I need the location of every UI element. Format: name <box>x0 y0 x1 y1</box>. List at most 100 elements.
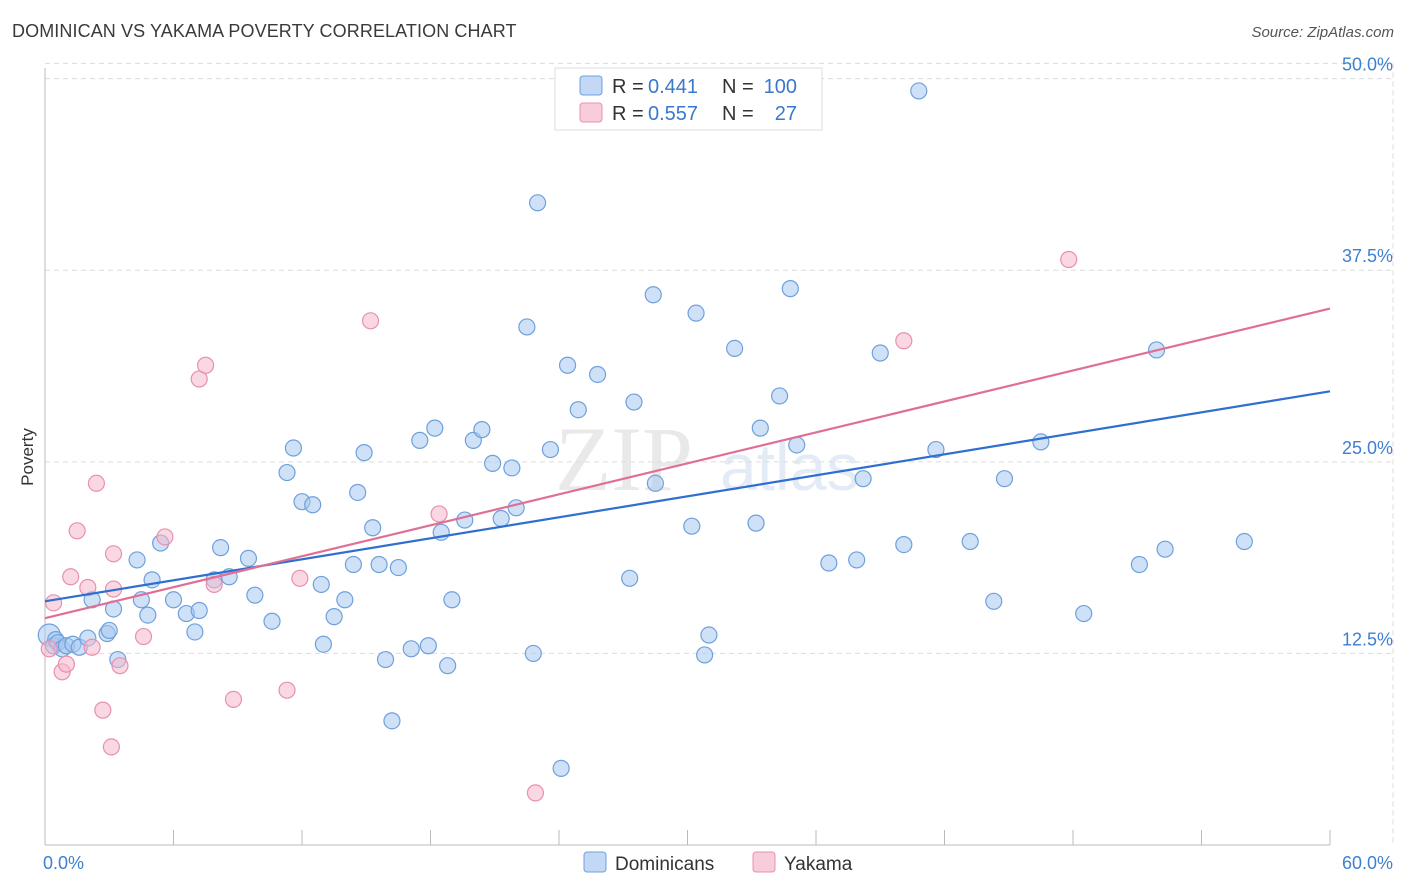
dominicans-point <box>411 431 429 449</box>
dominicans-point <box>1156 540 1174 558</box>
legend-n-label-dominicans: N = <box>722 76 754 98</box>
y-tick-label-2: 37.5% <box>1342 246 1393 266</box>
dominicans-point <box>186 623 204 641</box>
dominicans-point <box>364 519 382 537</box>
dominicans-point <box>518 318 536 336</box>
bottom-legend-label-dominicans: Dominicans <box>615 854 714 875</box>
yakama-point <box>361 312 380 330</box>
yakama-point <box>79 578 97 597</box>
yakama-point <box>44 594 63 612</box>
dominicans-point <box>770 387 789 405</box>
yakama-point <box>102 738 120 756</box>
legend-n-value-dominicans: 100 <box>764 76 797 98</box>
dominicans-point <box>473 421 491 439</box>
yakama-point <box>57 655 76 673</box>
dominicans-point <box>961 532 979 551</box>
y-tick-label-1: 25.0% <box>1342 438 1393 458</box>
dominicans-point <box>687 304 705 322</box>
y-axis-tick-labels: 12.5% 25.0% 37.5% 50.0% <box>1342 55 1393 650</box>
dominicans-point <box>644 286 662 304</box>
dominicans-point <box>239 549 258 567</box>
dominicans-point <box>528 194 547 212</box>
yakama-point <box>83 638 101 656</box>
dominicans-point <box>820 554 838 572</box>
watermark-zip: ZIP <box>555 408 693 510</box>
dominicans-point <box>588 365 607 384</box>
legend-swatch-yakama <box>579 102 603 123</box>
dominicans-point <box>164 591 183 609</box>
yakama-point <box>94 701 112 719</box>
yakama-point <box>111 657 129 675</box>
dominicans-point <box>456 511 474 529</box>
yakama-point <box>68 522 86 540</box>
yakama-point <box>156 528 174 546</box>
dominicans-point <box>439 657 457 675</box>
dominicans-point <box>419 637 437 655</box>
series-yakama <box>40 250 1078 802</box>
data-points <box>37 82 1253 802</box>
dominicans-point <box>541 440 560 459</box>
x-tick-label-1: 60.0% <box>1342 853 1393 873</box>
dominicans-point <box>1130 555 1148 574</box>
dominicans-point <box>402 640 420 658</box>
dominicans-point <box>426 419 444 437</box>
yakama-point <box>1060 250 1078 269</box>
dominicans-point <box>848 551 866 569</box>
dominicans-point <box>895 535 913 554</box>
yakama-point <box>895 332 913 350</box>
dominicans-point <box>278 463 296 482</box>
dominicans-point <box>139 606 157 624</box>
yakama-point <box>62 568 80 586</box>
legend-r-label-yakama: R = <box>612 103 644 125</box>
dominicans-point <box>355 444 373 462</box>
dominicans-point <box>212 539 230 557</box>
dominicans-point <box>100 621 118 640</box>
legend-swatch-dominicans <box>579 75 603 96</box>
dominicans-point <box>781 280 799 298</box>
yakama-point <box>87 474 106 492</box>
dominicans-point <box>263 612 281 630</box>
dominicans-point <box>246 586 264 604</box>
dominicans-point <box>552 759 570 777</box>
dominicans-point <box>985 592 1003 610</box>
y-axis-title: Poverty <box>18 428 37 486</box>
dominicans-point <box>344 555 362 574</box>
yakama-point <box>526 784 545 802</box>
dominicans-point <box>443 591 461 609</box>
dominicans-point <box>503 459 521 477</box>
gridlines <box>45 62 1394 845</box>
dominicans-point <box>751 419 769 437</box>
yakama-point <box>40 640 58 658</box>
yakama-trend-line <box>44 307 1331 620</box>
dominicans-point <box>325 608 343 626</box>
dominicans-point <box>747 514 765 532</box>
dominicans-point <box>726 339 744 358</box>
watermark: ZIP atlas <box>555 408 859 510</box>
yakama-point <box>291 569 309 587</box>
dominicans-point <box>995 470 1014 488</box>
series-legend: Dominicans Yakama <box>583 851 853 875</box>
dominicans-point <box>700 626 718 644</box>
bottom-legend-swatch-yakama <box>752 851 776 873</box>
dominicans-point <box>383 712 401 730</box>
dominicans-point <box>349 483 367 502</box>
dominicans-point <box>854 470 872 488</box>
yakama-point <box>197 356 215 374</box>
dominicans-point <box>910 82 928 100</box>
x-axis-tick-labels: 0.0% 60.0% <box>43 853 1393 873</box>
dominicans-point <box>569 401 587 419</box>
dominicans-point <box>376 650 395 669</box>
yakama-point <box>278 681 296 699</box>
dominicans-point <box>683 517 701 535</box>
axes <box>44 68 1331 846</box>
yakama-point <box>134 627 153 646</box>
legend-n-label-yakama: N = <box>722 103 754 125</box>
dominicans-point <box>314 635 333 653</box>
yakama-point <box>430 505 448 523</box>
dominicans-point <box>492 509 510 528</box>
dominicans-point <box>389 558 407 577</box>
dominicans-point <box>336 591 354 609</box>
stats-legend: R = 0.441 N = 100 R = 0.557 N = 27 <box>554 67 823 131</box>
y-tick-label-3: 50.0% <box>1342 55 1393 75</box>
